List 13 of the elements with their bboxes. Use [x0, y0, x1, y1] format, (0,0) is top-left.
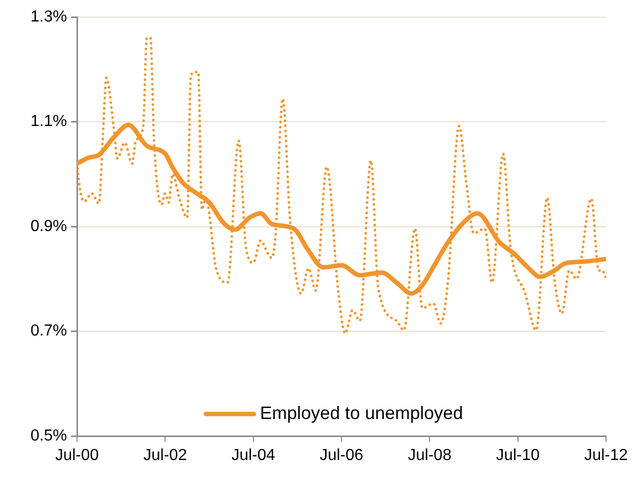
x-tick-label: Jul-02	[143, 447, 188, 464]
x-tick-label: Jul-08	[408, 447, 452, 464]
x-tick-label: Jul-06	[320, 447, 364, 464]
legend-label: Employed to unemployed	[260, 402, 464, 423]
x-tick-label: Jul-10	[496, 447, 540, 464]
y-tick-label: 1.3%	[30, 8, 67, 26]
y-tick-label: 1.1%	[30, 113, 67, 130]
y-tick-label: 0.5%	[30, 427, 67, 444]
y-tick-label: 0.9%	[30, 218, 67, 235]
x-tick-label: Jul-04	[232, 447, 276, 464]
y-tick-label: 0.7%	[30, 322, 67, 340]
x-tick-label: Jul-12	[584, 447, 628, 464]
x-tick-label: Jul-00	[55, 447, 99, 464]
